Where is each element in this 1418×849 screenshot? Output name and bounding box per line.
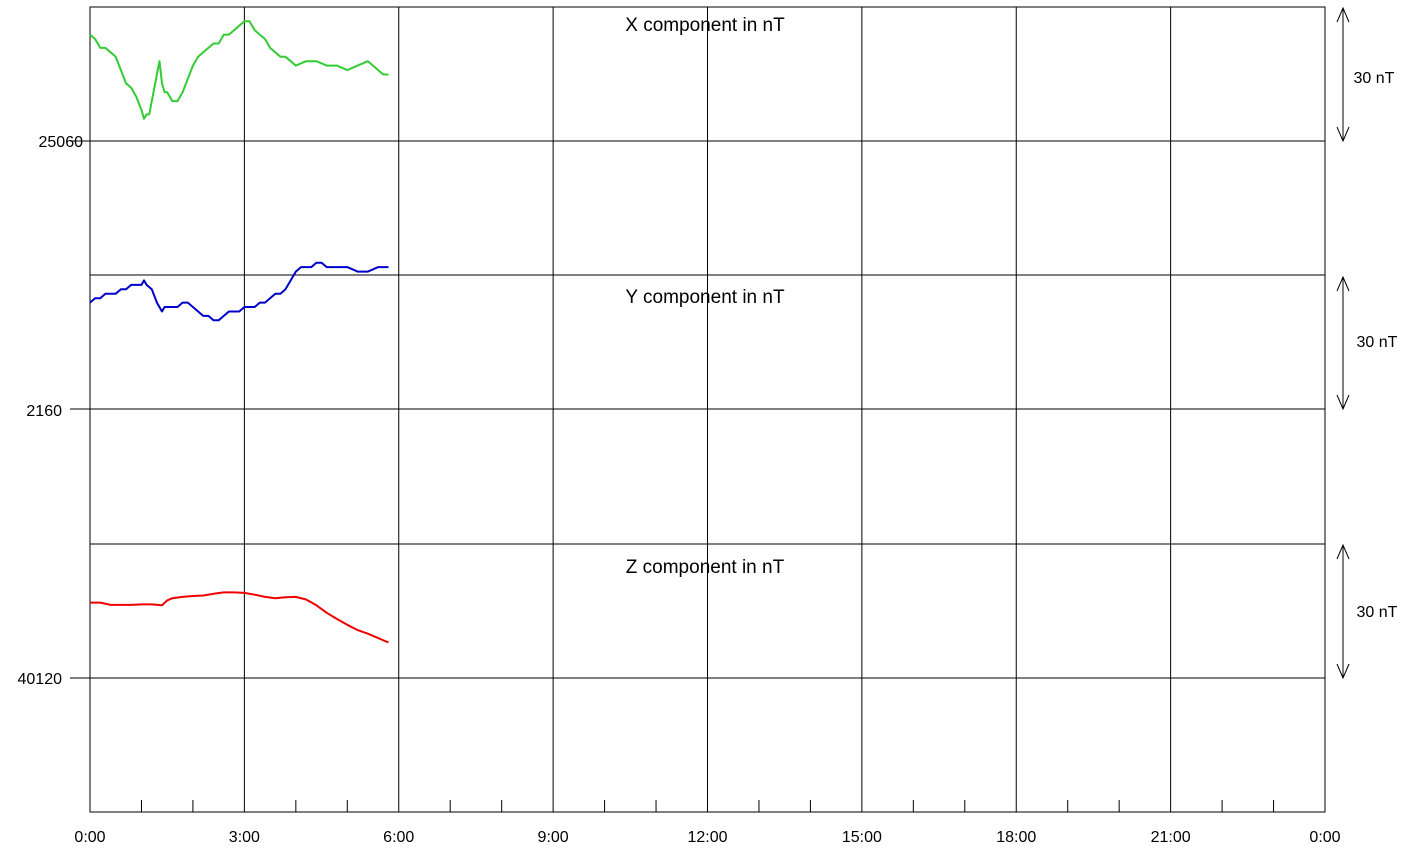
x-tick-label: 18:00	[996, 829, 1036, 846]
panel-y-base-label: 2160	[26, 403, 62, 420]
scale-arrow-head-down	[1336, 394, 1350, 411]
scale-arrow-x	[1336, 6, 1350, 143]
scale-arrow-head-up	[1336, 6, 1350, 23]
panel-z-component: Z component in nT 40120 30 nT	[18, 557, 1398, 688]
chart-grid	[70, 6, 1326, 813]
x-tick-label: 0:00	[1309, 829, 1340, 846]
panel-z-scale-label: 30 nT	[1357, 604, 1398, 621]
panel-x-scale-label: 30 nT	[1354, 70, 1395, 87]
panel-z-title: Z component in nT	[626, 557, 785, 578]
series-line-z	[90, 591, 389, 644]
x-tick-label: 15:00	[842, 829, 882, 846]
x-tick-label: 6:00	[383, 829, 414, 846]
scale-arrow-head-up	[1336, 543, 1350, 560]
series-line-y	[89, 261, 389, 322]
x-tick-label: 3:00	[229, 829, 260, 846]
x-tick-label: 12:00	[687, 829, 727, 846]
panel-x-base-label: 25060	[39, 134, 84, 151]
panel-z-base-label: 40120	[18, 671, 63, 688]
panel-y-component: Y component in nT 2160 30 nT	[26, 287, 1397, 420]
scale-arrow-head-down	[1336, 663, 1350, 680]
panel-y-scale-label: 30 nT	[1357, 334, 1398, 351]
scale-arrow-z	[1336, 543, 1350, 680]
scale-arrow-head-up	[1336, 275, 1350, 292]
x-tick-label: 0:00	[74, 829, 105, 846]
panel-x-title: X component in nT	[625, 15, 785, 36]
x-axis: 0:00 3:00 6:00 9:00 12:00 15:00 18:00 21:00 0:00	[74, 800, 1341, 846]
series-line-x	[89, 20, 389, 120]
x-tick-label: 21:00	[1151, 829, 1191, 846]
scale-arrow-y	[1336, 275, 1350, 411]
scale-arrow-head-down	[1336, 126, 1350, 143]
series-layer	[89, 20, 389, 644]
panel-x-component: X component in nT 25060 30 nT	[39, 15, 1395, 151]
x-tick-label: 9:00	[538, 829, 569, 846]
panel-y-title: Y component in nT	[625, 287, 785, 308]
